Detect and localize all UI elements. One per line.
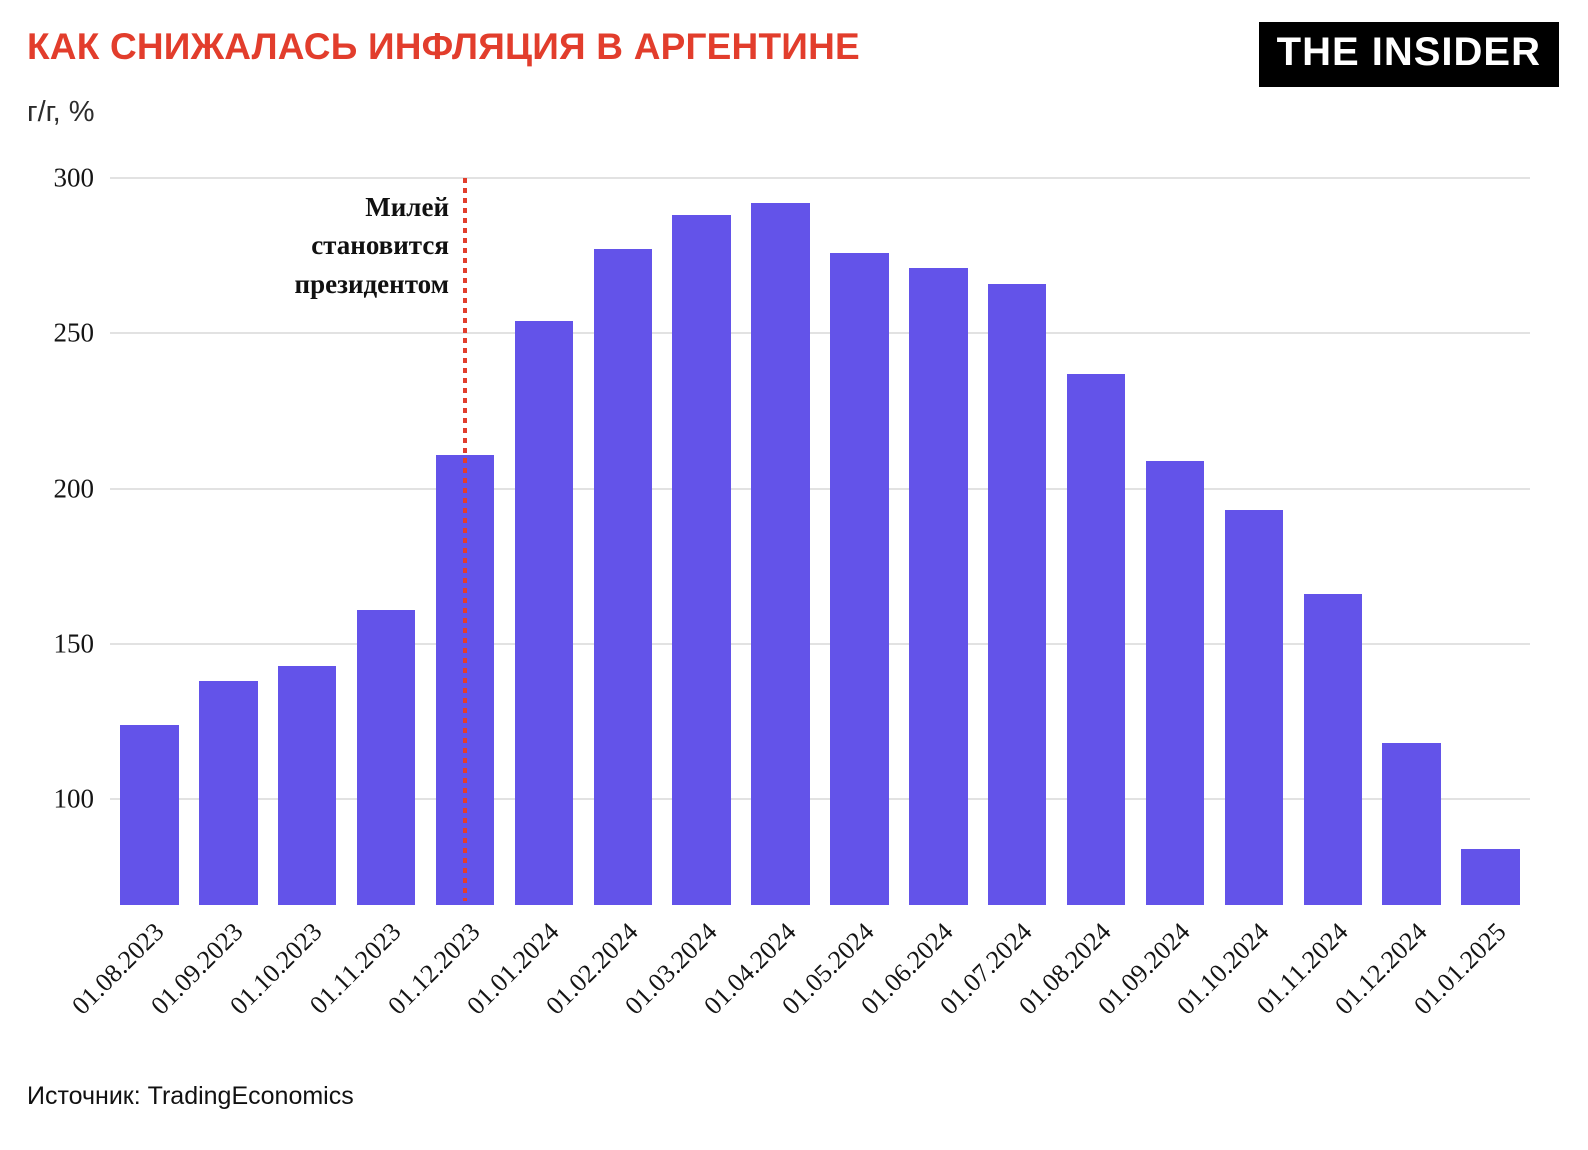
bar-01.10.2023 <box>278 665 337 905</box>
the-insider-logo: THE INSIDER <box>1258 22 1559 87</box>
y-tick-label-150: 150 <box>53 628 95 659</box>
bar-01.04.2024 <box>751 202 810 905</box>
gridline-150 <box>110 643 1530 646</box>
gridline-200 <box>110 487 1530 490</box>
annotation-line-1: Милей <box>365 192 449 222</box>
bar-01.11.2024 <box>1303 594 1362 905</box>
bar-01.02.2024 <box>593 249 652 905</box>
bar-01.06.2024 <box>909 268 968 905</box>
y-tick-label-300: 300 <box>53 162 95 193</box>
annotation-line-2: становится <box>311 230 449 261</box>
bar-01.01.2024 <box>514 320 574 905</box>
bar-01.03.2024 <box>672 215 731 905</box>
bar-01.12.2024 <box>1382 743 1441 905</box>
milei-president-marker-line <box>463 178 467 901</box>
source-label: Источник: TradingEconomics <box>27 1082 354 1110</box>
bar-01.07.2024 <box>988 283 1047 905</box>
bar-01.09.2023 <box>199 681 258 905</box>
annotation-line-3: президентом <box>294 268 449 299</box>
y-tick-label-100: 100 <box>53 783 95 814</box>
milei-annotation: Милей становится президентом <box>295 188 449 303</box>
bar-01.08.2024 <box>1066 373 1126 905</box>
gridline-300 <box>110 177 1530 179</box>
y-tick-label-200: 200 <box>53 473 95 504</box>
bar-01.11.2023 <box>356 609 416 905</box>
bar-chart-plot-area: Милей становится президентом 100 150 200 25… <box>54 163 1530 1020</box>
y-tick-label-250: 250 <box>53 317 95 348</box>
bar-01.05.2024 <box>830 252 889 905</box>
bar-01.01.2025 <box>1461 849 1520 905</box>
bar-01.10.2024 <box>1224 510 1284 905</box>
chart-title: КАК СНИЖАЛАСЬ ИНФЛЯЦИЯ В АРГЕНТИНЕ <box>27 26 860 67</box>
gridline-250 <box>110 332 1530 335</box>
bar-01.08.2023 <box>120 724 179 905</box>
bar-01.09.2024 <box>1145 460 1205 905</box>
units-label: г/г, % <box>27 96 95 128</box>
gridline-100 <box>110 798 1530 801</box>
